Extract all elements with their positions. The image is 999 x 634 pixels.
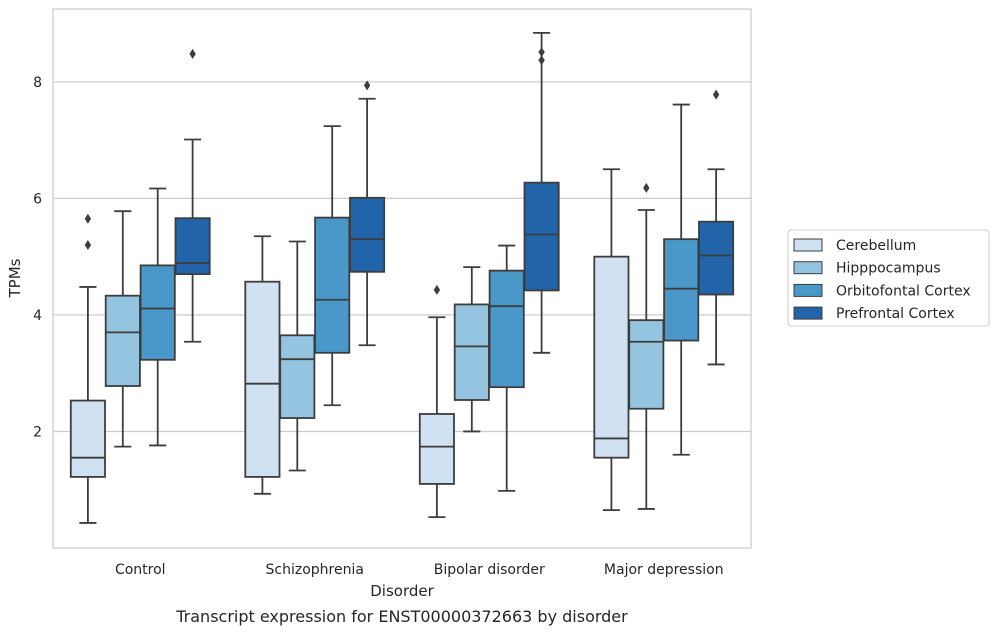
- outlier-point: [538, 55, 545, 66]
- box-iqr: [244, 280, 281, 478]
- box-iqr: [279, 334, 316, 419]
- x-tick-label: Schizophrenia: [266, 562, 364, 578]
- outlier-point: [712, 89, 720, 100]
- outlier-point: [538, 47, 545, 58]
- box-1-3: [349, 80, 386, 347]
- outlier-point: [189, 48, 196, 59]
- box-iqr: [349, 196, 386, 273]
- x-tick-label: Bipolar disorder: [434, 562, 545, 578]
- box-iqr: [69, 399, 106, 478]
- box-iqr: [453, 303, 490, 401]
- box-iqr: [523, 181, 560, 292]
- outlier-point: [84, 239, 92, 250]
- box-2-3: [523, 31, 560, 354]
- legend-label: Hipppocampus: [836, 261, 941, 277]
- y-tick-label: 8: [33, 75, 42, 91]
- box-iqr: [174, 217, 211, 276]
- legend-swatch: [793, 261, 823, 275]
- box-3-0: [593, 168, 630, 512]
- box-iqr: [104, 294, 141, 387]
- box-1-2: [314, 125, 351, 407]
- outlier-point: [84, 213, 92, 224]
- box-3-3: [698, 89, 735, 366]
- box-iqr: [488, 269, 525, 389]
- x-axis-label: Disorder: [370, 582, 434, 600]
- outlier-point: [363, 80, 371, 91]
- box-1-1: [279, 240, 316, 472]
- legend-swatch: [793, 306, 823, 320]
- box-iqr: [698, 220, 735, 296]
- legend-item: Cerebellum: [793, 238, 916, 254]
- legend-swatch: [793, 283, 823, 297]
- plot-frame: [52, 8, 752, 549]
- y-axis-label: TPMs: [6, 258, 24, 298]
- y-tick-labels: 2 4 6 8: [33, 75, 42, 441]
- legend-label: Orbitofontal Cortex: [836, 283, 971, 299]
- box-iqr: [139, 264, 176, 361]
- box-3-2: [663, 103, 700, 456]
- box-0-0: [69, 213, 106, 524]
- legend-item: Hipppocampus: [793, 261, 941, 277]
- legend-swatch: [793, 238, 823, 252]
- legend-label: Cerebellum: [836, 238, 916, 254]
- box-iqr: [593, 255, 630, 459]
- box-iqr: [663, 238, 700, 342]
- outlier-point: [643, 182, 650, 193]
- y-tick-label: 2: [33, 424, 42, 440]
- x-tick-labels: Control Schizophrenia Bipolar disorder Majo…: [115, 562, 724, 578]
- box-3-1: [628, 182, 665, 510]
- box-iqr: [628, 319, 665, 410]
- box-iqr: [314, 216, 351, 354]
- box-0-2: [139, 187, 176, 447]
- box-0-1: [104, 210, 141, 448]
- box-1-0: [244, 235, 281, 495]
- x-tick-label: Control: [115, 562, 166, 578]
- box-2-0: [418, 284, 455, 519]
- legend-label: Prefrontal Cortex: [836, 306, 955, 322]
- y-tick-label: 4: [33, 308, 42, 324]
- outlier-point: [433, 284, 441, 295]
- box-2-1: [453, 266, 490, 433]
- legend-item: Prefrontal Cortex: [793, 306, 955, 322]
- box-2-2: [488, 244, 525, 492]
- plot-boxes: [69, 31, 735, 524]
- legend: Cerebellum Hipppocampus Orbitofontal Corte…: [787, 229, 990, 327]
- box-0-3: [174, 48, 211, 343]
- legend-frame: [787, 229, 990, 327]
- box-iqr: [418, 413, 455, 485]
- chart-caption: Transcript expression for ENST0000037266…: [175, 607, 628, 626]
- legend-item: Orbitofontal Cortex: [793, 283, 971, 299]
- x-tick-label: Major depression: [604, 562, 724, 578]
- y-tick-label: 6: [33, 191, 42, 207]
